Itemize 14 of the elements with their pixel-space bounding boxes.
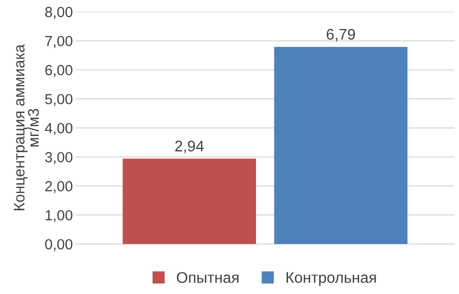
y-tick-label: 3,00 [45,152,72,164]
y-tick-label: 7,00 [45,36,72,48]
y-tick-label: 2,00 [45,181,72,194]
data-label: 2,94 [175,140,204,154]
y-tick-label: 4,00 [44,122,72,136]
y-tick-label: 0,00 [45,239,72,252]
y-tick-label: 5,00 [45,94,72,106]
data-label: 6,79 [326,28,355,42]
y-tick-label: 6,00 [45,64,72,77]
y-axis-title: Концентрация аммиака мг/м3 [14,44,39,210]
legend-label: Опытная [176,272,238,283]
y-tick-label: 8,00 [45,6,72,19]
legend-label: Контрольная [286,272,376,286]
y-tick-label: 1,00 [46,210,72,222]
